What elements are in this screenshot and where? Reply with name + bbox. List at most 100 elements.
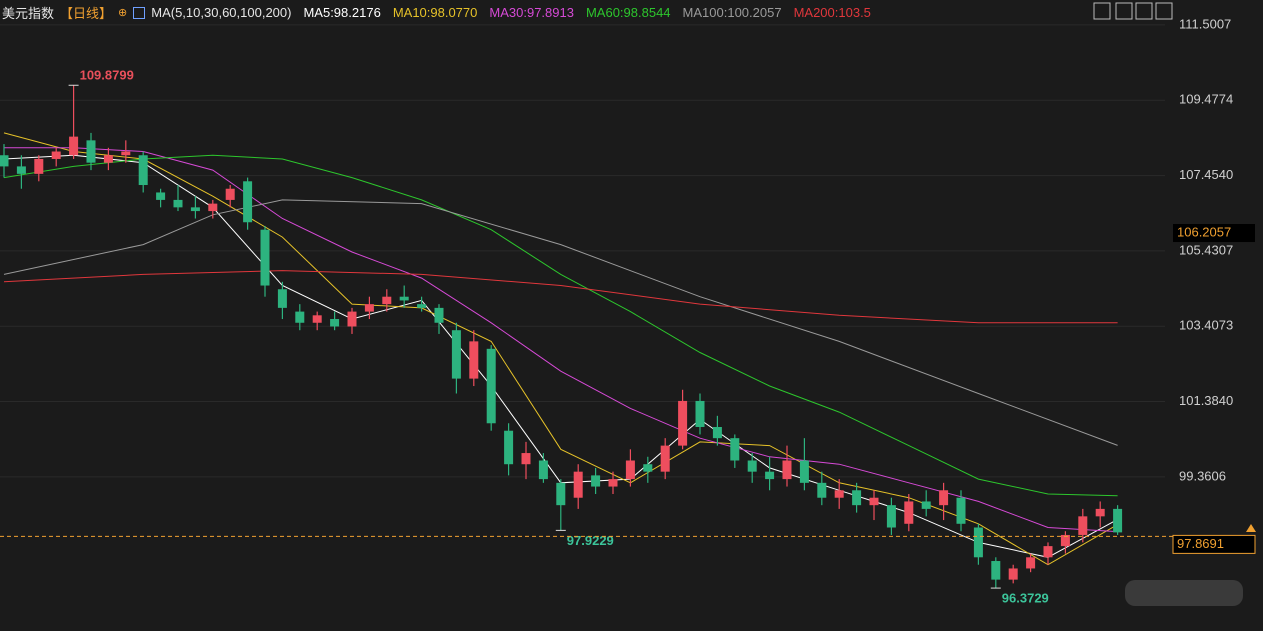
candle-body: [330, 319, 340, 327]
legend-entry: MA200:103.5: [793, 5, 871, 20]
candle-body: [521, 453, 531, 465]
indicator: MA(5,10,30,60,100,200): [151, 5, 292, 20]
title: 美元指数: [2, 6, 55, 21]
candle-body: [138, 155, 148, 186]
ma-line: [3, 270, 1118, 324]
ma-line: [3, 199, 1118, 446]
candle-body: [817, 482, 827, 498]
candle-body: [382, 296, 392, 305]
candle-body: [121, 151, 131, 156]
legend-entry: MA100:100.2057: [682, 5, 782, 20]
candle-body: [208, 203, 218, 212]
period[interactable]: 【日线】: [60, 6, 113, 21]
price-label: 97.8691: [1177, 536, 1224, 551]
tool-icon[interactable]: [1135, 2, 1153, 20]
candle-body: [643, 464, 653, 472]
candle-body: [173, 199, 183, 208]
candle-body: [765, 471, 775, 480]
candle-body: [504, 430, 514, 465]
y-tick-label: 111.5007: [1179, 16, 1231, 31]
candle-body: [347, 311, 357, 327]
candle-body: [973, 527, 983, 558]
header: 美元指数 【日线】 ⊕ MA(5,10,30,60,100,200) MA5:9…: [2, 3, 871, 22]
annotation-label: 97.9229: [567, 533, 614, 548]
candle-body: [34, 158, 44, 174]
tool-icon[interactable]: [1093, 2, 1111, 20]
candle-body: [1043, 546, 1053, 558]
candle-body: [695, 400, 705, 427]
candle-body: [921, 501, 931, 509]
candle-body: [469, 341, 479, 379]
watermark: [1125, 580, 1243, 606]
candle-body: [799, 460, 809, 483]
ma-line: [3, 154, 1118, 497]
candle-body: [869, 497, 879, 506]
candle-body: [399, 296, 409, 301]
candle-body: [608, 479, 618, 487]
candle-body: [939, 490, 949, 506]
price-box: [1173, 224, 1255, 243]
legend-entry: MA10:98.0770: [392, 5, 478, 20]
candle-body: [591, 475, 601, 487]
candle-body: [782, 460, 792, 480]
candle-body: [556, 482, 566, 506]
y-tick-label: 99.3606: [1179, 468, 1226, 483]
legend-entry: MA60:98.8544: [585, 5, 671, 20]
y-tick-label: 109.4774: [1179, 92, 1233, 107]
y-tick-label: 103.4073: [1179, 318, 1233, 333]
price-label: 106.2057: [1177, 224, 1231, 239]
annotation-label: 96.3729: [1002, 591, 1049, 606]
candle-body: [852, 490, 862, 506]
candle-body: [904, 501, 914, 524]
candle-body: [260, 229, 270, 286]
candle-body: [956, 497, 966, 524]
candle-body: [991, 561, 1001, 580]
candle-body: [190, 207, 200, 212]
price-box: [1172, 534, 1256, 554]
ma-line: [3, 132, 1118, 566]
candle-body: [451, 330, 461, 379]
candle-body: [243, 181, 253, 223]
candle-body: [295, 311, 305, 323]
candle-body: [573, 471, 583, 498]
candle-body: [417, 304, 427, 308]
marker-arrow: [1246, 524, 1256, 532]
candle-body: [0, 155, 9, 167]
y-tick-label: 105.4307: [1179, 242, 1233, 257]
candle-body: [730, 438, 740, 461]
annotation-label: 109.8799: [80, 68, 134, 83]
tool-icon[interactable]: [1155, 2, 1173, 20]
candle-body: [16, 166, 26, 174]
candle-body: [51, 151, 61, 159]
candle-body: [1078, 516, 1088, 535]
candle-body: [364, 304, 374, 312]
y-tick-label: 101.3840: [1179, 393, 1233, 408]
candle-body: [538, 460, 548, 480]
candle-body: [156, 192, 166, 200]
candle-body: [103, 155, 113, 163]
candle-body: [1095, 508, 1105, 517]
candle-body: [1008, 568, 1018, 580]
candle-body: [277, 289, 287, 308]
candle-body: [1113, 508, 1123, 533]
y-tick-label: 107.4540: [1179, 167, 1233, 182]
candle-body: [886, 505, 896, 528]
candle-body: [1060, 534, 1070, 547]
candle-body: [1026, 557, 1036, 569]
add-icon[interactable]: ⊕: [118, 7, 128, 19]
candle-body: [434, 307, 444, 323]
candle-body: [747, 460, 757, 472]
candle-body: [486, 348, 496, 424]
tool-icon[interactable]: [1115, 2, 1133, 20]
candle-body: [225, 188, 235, 200]
candle-body: [69, 136, 79, 156]
candle-body: [660, 445, 670, 472]
candle-body: [625, 460, 635, 480]
candle-body: [834, 490, 844, 498]
legend-entry: MA30:97.8913: [489, 5, 574, 20]
candle-body: [86, 140, 96, 163]
indicator-icon: [133, 6, 146, 19]
candle-body: [678, 400, 688, 446]
